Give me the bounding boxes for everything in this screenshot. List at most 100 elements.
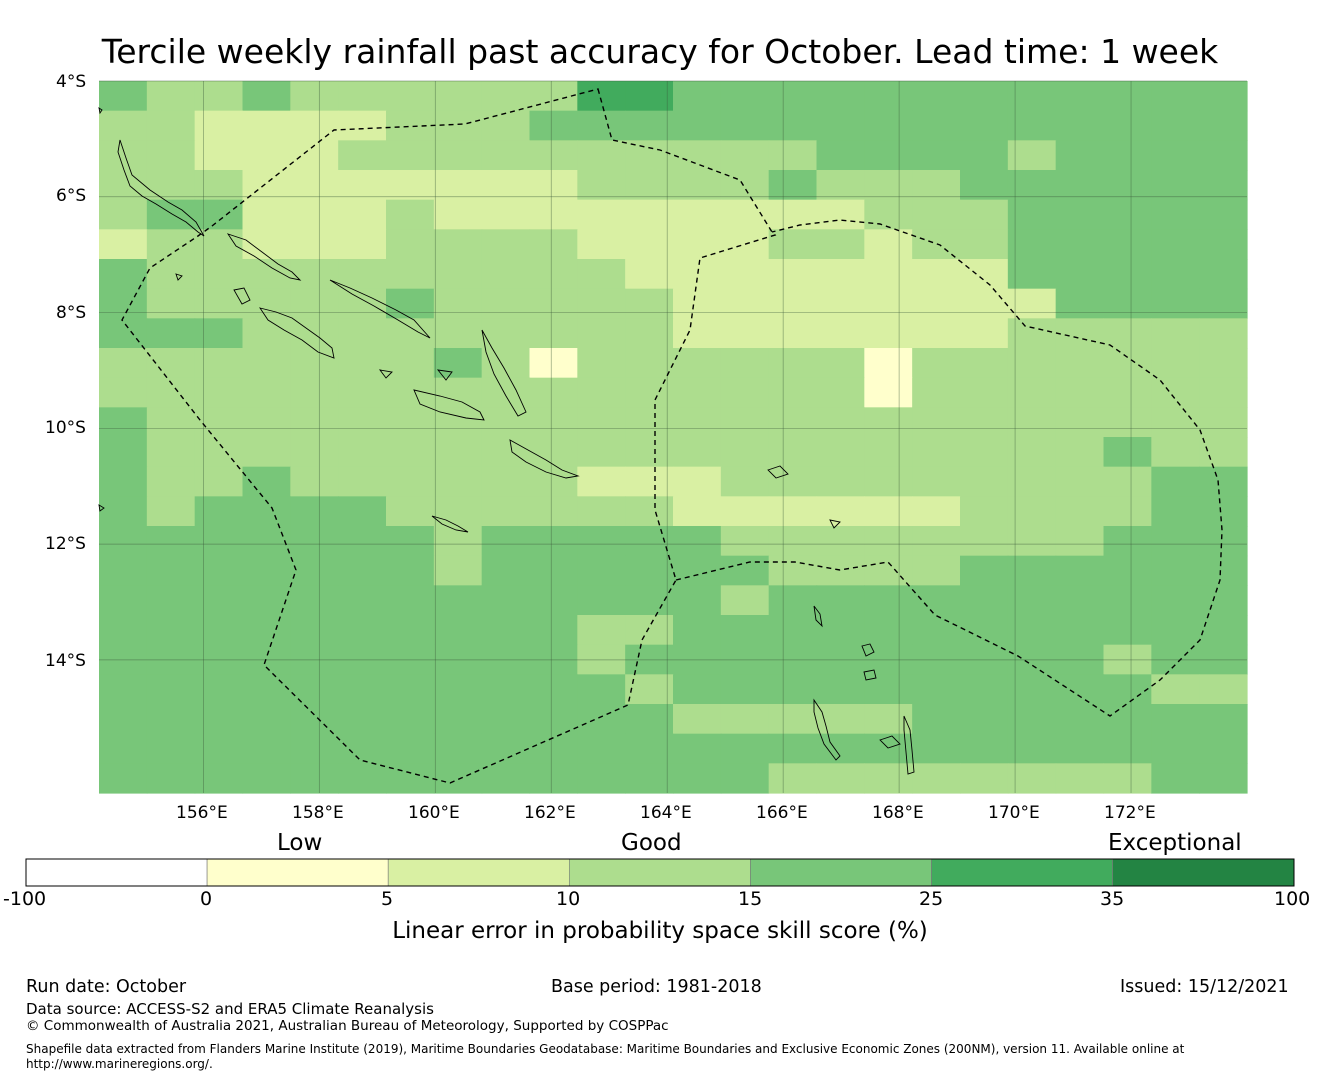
grid-cell: [768, 170, 818, 201]
grid-cell: [864, 229, 913, 260]
grid-cell: [1007, 763, 1057, 794]
grid-cell: [577, 318, 626, 349]
grid-cell: [577, 81, 626, 112]
coastline-makira: [509, 439, 580, 479]
grid-cell: [1007, 259, 1057, 290]
grid-cell: [1055, 466, 1105, 497]
grid-cell: [386, 615, 435, 646]
grid-cell: [768, 259, 818, 290]
grid-cell: [1151, 140, 1200, 171]
grid-cell: [673, 110, 722, 141]
grid-cell: [386, 110, 435, 141]
grid-cell: [912, 555, 961, 586]
grid-cell: [433, 496, 483, 527]
lat-tick-label: 12°S: [45, 534, 86, 554]
grid-cell: [720, 348, 770, 379]
grid-cell: [1151, 407, 1200, 438]
grid-cell: [864, 140, 913, 171]
grid-cell: [1007, 466, 1057, 497]
grid-cell: [720, 170, 770, 201]
grid-cell: [338, 140, 387, 171]
grid-cell: [194, 377, 244, 408]
grid-cell: [242, 733, 291, 764]
grid-cell: [1199, 615, 1248, 646]
grid-cell: [960, 407, 1009, 438]
grid-cell: [290, 259, 339, 290]
grid-cell: [242, 763, 291, 794]
grid-cell: [816, 140, 865, 171]
grid-cell: [864, 81, 913, 112]
coastline-santa-cruz: [767, 465, 789, 479]
colorbar-tick: 25: [919, 888, 944, 910]
grid-cell: [673, 674, 722, 705]
grid-cell: [625, 199, 674, 230]
grid-cell: [1151, 526, 1200, 557]
lon-tick-label: 158°E: [292, 803, 344, 823]
grid-cell: [1151, 733, 1200, 764]
grid-cell: [720, 496, 770, 527]
grid-cell: [1103, 407, 1152, 438]
grid-cell: [194, 229, 244, 260]
grid-cell: [99, 170, 148, 201]
data-source: Data source: ACCESS-S2 and ERA5 Climate …: [26, 1000, 434, 1018]
grid-cell: [960, 437, 1009, 468]
grid-cell: [529, 81, 578, 112]
grid-cell: [625, 318, 674, 349]
grid-cell: [194, 615, 244, 646]
grid-cell: [1103, 318, 1152, 349]
grid-cell: [290, 348, 339, 379]
grid-cell: [1007, 348, 1057, 379]
grid-cell: [290, 288, 339, 319]
grid-cell: [481, 199, 531, 230]
grid-cell: [1199, 199, 1248, 230]
grid-cell: [338, 496, 387, 527]
grid-cell: [673, 318, 722, 349]
grid-cell: [529, 615, 578, 646]
grid-cell: [1055, 110, 1105, 141]
grid-cell: [912, 348, 961, 379]
grid-cell: [1199, 377, 1248, 408]
grid-cell: [673, 377, 722, 408]
grid-cell: [481, 555, 531, 586]
grid-cell: [1007, 81, 1057, 112]
grid-cell: [960, 615, 1009, 646]
grid-cell: [242, 407, 291, 438]
grid-cell: [1007, 318, 1057, 349]
grid-cell: [864, 318, 913, 349]
grid-cell: [194, 318, 244, 349]
grid-cell: [242, 348, 291, 379]
base-period: Base period: 1981-2018: [551, 977, 762, 997]
grid-cell: [1007, 229, 1057, 260]
grid-cell: [242, 110, 291, 141]
grid-cell: [720, 585, 770, 616]
grid-cell: [481, 763, 531, 794]
grid-cell: [433, 466, 483, 497]
grid-cell: [960, 110, 1009, 141]
grid-cell: [146, 496, 196, 527]
grid-cell: [290, 318, 339, 349]
grid-cell: [960, 140, 1009, 171]
category-label-low: Low: [277, 830, 323, 856]
grid-cell: [529, 733, 578, 764]
grid-cell: [481, 437, 531, 468]
coastline-choiseul: [226, 233, 302, 281]
grid-cell: [1055, 704, 1105, 735]
grid-cell: [1151, 704, 1200, 735]
coastline-gaua: [863, 669, 877, 681]
grid-cell: [338, 377, 387, 408]
grid-cell: [529, 585, 578, 616]
grid-cell: [816, 288, 865, 319]
coastline-malaita: [481, 329, 527, 417]
grid-cell: [1199, 496, 1248, 527]
colorbar-tick: 10: [556, 888, 581, 910]
grid-cell: [433, 140, 483, 171]
grid-cell: [912, 81, 961, 112]
grid-cell: [816, 585, 865, 616]
grid-cell: [768, 704, 818, 735]
grid-cell: [720, 704, 770, 735]
grid-cell: [146, 615, 196, 646]
grid-cell: [338, 81, 387, 112]
grid-cell: [194, 466, 244, 497]
grid-cell: [433, 348, 483, 379]
grid-cell: [386, 674, 435, 705]
